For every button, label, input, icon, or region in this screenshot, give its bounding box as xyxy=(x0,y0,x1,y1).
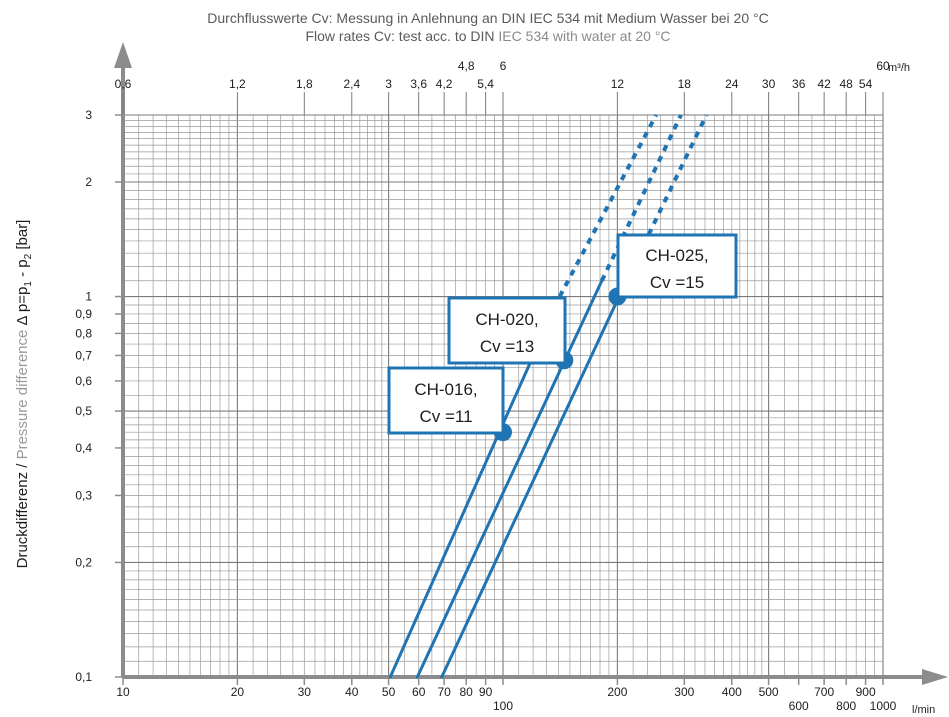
series-line-ch025 xyxy=(440,276,630,679)
x-tick-label: 700 xyxy=(814,685,834,699)
series-line-ch020 xyxy=(415,279,604,679)
y-tick-label: 0,2 xyxy=(75,555,92,569)
x2-tick-label: 4,8 xyxy=(458,59,475,73)
label-box-ch020 xyxy=(447,296,567,365)
x-tick-label: 40 xyxy=(345,685,359,699)
label-ch025-cv: Cv =15 xyxy=(650,273,704,292)
series-extrapolation-ch016 xyxy=(557,114,658,298)
x2-tick-label: 18 xyxy=(678,77,692,91)
x-tick-label: 200 xyxy=(607,685,627,699)
label-box-ch025 xyxy=(616,233,738,299)
x2-tick-label: 3 xyxy=(385,77,392,91)
x-tick-label: 20 xyxy=(231,685,245,699)
y-tick-label: 3 xyxy=(85,108,92,122)
y-axis-label-sub2: 2 xyxy=(23,253,34,259)
x2-tick-label: 60 xyxy=(876,59,890,73)
chart-title-en: Flow rates Cv: test acc. to DIN IEC 534 … xyxy=(305,28,670,44)
y-tick-label: 0,6 xyxy=(75,374,92,388)
x-tick-label: 900 xyxy=(856,685,876,699)
y-tick-label: 0,9 xyxy=(75,307,92,321)
x2-tick-label: 54 xyxy=(859,77,873,91)
x2-tick-label: 24 xyxy=(725,77,739,91)
label-ch020: CH-020, Cv =13 xyxy=(447,296,567,365)
x2-tick-label: 36 xyxy=(792,77,806,91)
x-tick-label: 70 xyxy=(437,685,451,699)
x2-tick-label: 6 xyxy=(500,59,507,73)
y-axis-arrow xyxy=(114,42,132,68)
chart-title-en-part-a: Flow rates Cv: test acc. to xyxy=(305,28,470,44)
x2-axis-unit-text: m³/h xyxy=(888,62,910,74)
x2-tick-label: 1,8 xyxy=(296,77,313,91)
x2-tick-label: 1,2 xyxy=(229,77,246,91)
x-axis-unit: l/min xyxy=(912,704,935,716)
label-ch016-cv: Cv =11 xyxy=(419,407,472,426)
x-tick-label: 300 xyxy=(674,685,694,699)
x-tick-label: 90 xyxy=(479,685,493,699)
y-axis-label-formula-a: Δ p=p xyxy=(14,287,31,330)
x2-axis-unit: m³/h xyxy=(888,62,910,74)
y-axis-label-formula-c: [bar] xyxy=(14,220,31,254)
x-tick-label: 800 xyxy=(836,699,856,713)
x2-tick-label: 12 xyxy=(611,77,625,91)
x2-tick-label: 3,6 xyxy=(410,77,427,91)
x2-tick-label: 5,4 xyxy=(477,77,494,91)
label-ch016-name: CH-016, xyxy=(414,380,477,399)
x2-tick-label: 48 xyxy=(839,77,853,91)
chart-axes xyxy=(114,42,948,685)
x-tick-label: 100 xyxy=(493,699,513,713)
y-tick-label: 0,1 xyxy=(75,670,92,684)
label-ch020-cv: Cv =13 xyxy=(480,337,534,356)
x2-tick-label: 0,6 xyxy=(115,77,132,91)
x-tick-label: 10 xyxy=(116,685,130,699)
label-ch025: CH-025, Cv =15 xyxy=(616,233,738,299)
x2-tick-label: 2,4 xyxy=(343,77,360,91)
x-axis-arrow xyxy=(922,669,948,685)
y-tick-label: 0,7 xyxy=(75,348,92,362)
x-tick-label: 600 xyxy=(789,699,809,713)
y-axis-label-formula-b: - p xyxy=(14,259,31,281)
chart-title-en-part-c: IEC 534 with water at 20 °C xyxy=(495,28,671,44)
x-tick-label: 80 xyxy=(459,685,473,699)
x-tick-label: 500 xyxy=(759,685,779,699)
x-tick-label: 60 xyxy=(412,685,426,699)
x-tick-label: 50 xyxy=(382,685,396,699)
label-ch016: CH-016, Cv =11 xyxy=(387,366,505,435)
x-tick-label: 1000 xyxy=(870,699,897,713)
x-tick-label: 400 xyxy=(722,685,742,699)
y-axis-label-en: Pressure difference xyxy=(14,330,31,460)
y-tick-label: 0,8 xyxy=(75,326,92,340)
x2-tick-label: 42 xyxy=(817,77,831,91)
y-axis-label: Druckdifferenz / Pressure difference Δ p… xyxy=(14,220,34,569)
y-tick-label: 0,5 xyxy=(75,404,92,418)
x-tick-label: 30 xyxy=(298,685,312,699)
label-ch025-name: CH-025, xyxy=(645,246,708,265)
y-tick-label: 0,3 xyxy=(75,488,92,502)
label-box-ch016 xyxy=(387,366,505,435)
y-tick-label: 0,4 xyxy=(75,441,92,455)
x2-tick-label: 4,2 xyxy=(436,77,453,91)
y-tick-label: 1 xyxy=(85,290,92,304)
chart-grid xyxy=(122,114,884,678)
y-axis-label-de: Druckdifferenz / xyxy=(14,459,31,568)
y-axis-label-sub1: 1 xyxy=(23,281,34,287)
x2-tick-label: 30 xyxy=(762,77,776,91)
y-tick-label: 2 xyxy=(85,175,92,189)
chart-title-de: Durchflusswerte Cv: Messung in Anlehnung… xyxy=(207,10,768,26)
chart-title-en-part-b: DIN xyxy=(470,28,494,44)
label-ch020-name: CH-020, xyxy=(475,310,538,329)
